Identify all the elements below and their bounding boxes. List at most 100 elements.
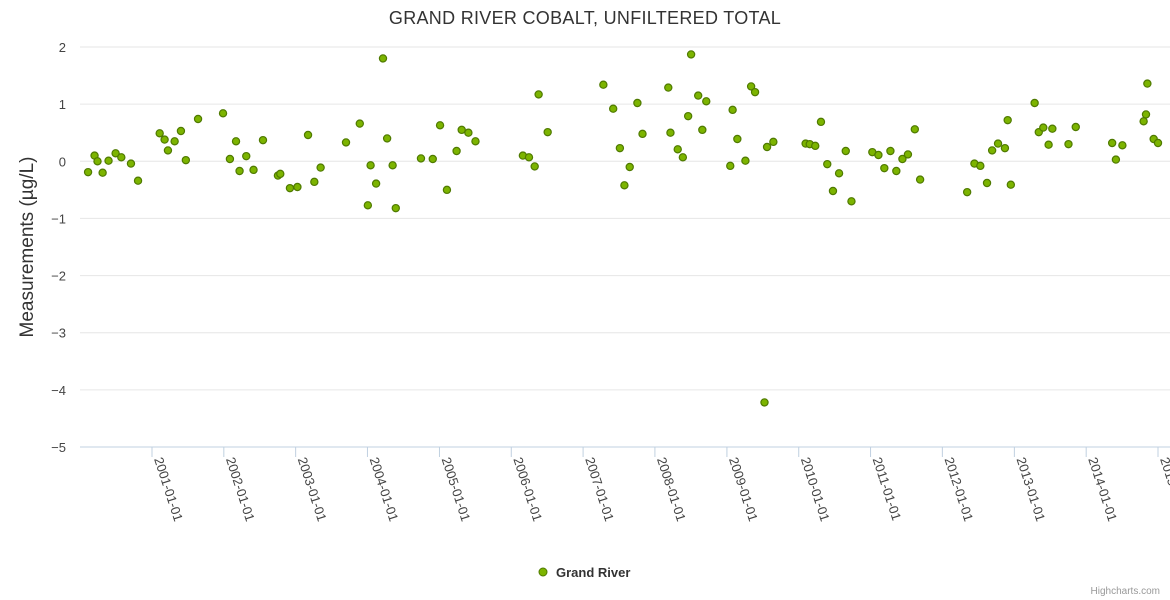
- data-point[interactable]: [1048, 124, 1057, 133]
- data-point[interactable]: [170, 137, 179, 146]
- data-point[interactable]: [363, 201, 373, 210]
- data-point[interactable]: [1064, 139, 1073, 149]
- data-point[interactable]: [524, 153, 534, 162]
- data-point[interactable]: [126, 159, 136, 168]
- data-point[interactable]: [341, 138, 351, 147]
- data-point[interactable]: [435, 121, 445, 130]
- data-point[interactable]: [181, 155, 191, 165]
- data-point[interactable]: [683, 111, 693, 121]
- data-point[interactable]: [83, 167, 93, 177]
- data-point[interactable]: [987, 146, 997, 155]
- data-point[interactable]: [176, 126, 186, 136]
- data-point[interactable]: [1118, 141, 1127, 150]
- data-point[interactable]: [976, 161, 985, 171]
- data-point[interactable]: [760, 398, 769, 407]
- data-point[interactable]: [1044, 140, 1053, 149]
- data-point[interactable]: [231, 137, 241, 146]
- data-point[interactable]: [741, 156, 750, 165]
- data-point[interactable]: [457, 125, 466, 135]
- legend-item-grand-river[interactable]: Grand River: [556, 565, 630, 580]
- data-point[interactable]: [310, 177, 319, 187]
- data-point[interactable]: [534, 90, 543, 99]
- data-point[interactable]: [823, 159, 832, 169]
- data-point[interactable]: [733, 134, 742, 144]
- data-point[interactable]: [664, 83, 673, 92]
- data-point[interactable]: [249, 165, 258, 175]
- data-point[interactable]: [702, 97, 711, 106]
- data-point[interactable]: [769, 137, 778, 147]
- data-point[interactable]: [625, 162, 634, 172]
- data-point[interactable]: [880, 163, 889, 173]
- data-point[interactable]: [841, 146, 850, 156]
- data-point[interactable]: [678, 153, 688, 162]
- data-point[interactable]: [903, 150, 913, 159]
- data-point[interactable]: [746, 82, 756, 91]
- data-point[interactable]: [1107, 138, 1117, 148]
- legend[interactable]: Grand River: [538, 565, 630, 580]
- series-grand-river[interactable]: [83, 50, 1163, 407]
- data-point[interactable]: [442, 185, 452, 195]
- data-point[interactable]: [1030, 98, 1039, 108]
- data-point[interactable]: [982, 178, 992, 188]
- data-point[interactable]: [133, 176, 143, 185]
- data-point[interactable]: [117, 153, 126, 162]
- data-point[interactable]: [608, 104, 618, 113]
- data-point[interactable]: [1039, 123, 1048, 132]
- data-point[interactable]: [726, 161, 735, 171]
- data-point[interactable]: [892, 166, 901, 176]
- data-point[interactable]: [366, 161, 375, 170]
- data-point[interactable]: [1141, 110, 1151, 119]
- data-point[interactable]: [388, 161, 397, 170]
- data-point[interactable]: [1000, 143, 1010, 153]
- data-point[interactable]: [816, 117, 826, 127]
- data-point[interactable]: [416, 154, 426, 163]
- data-point[interactable]: [316, 163, 325, 172]
- data-point[interactable]: [750, 87, 760, 97]
- data-point[interactable]: [633, 98, 642, 108]
- data-point[interactable]: [276, 169, 285, 179]
- data-point[interactable]: [111, 149, 120, 158]
- data-point[interactable]: [258, 135, 268, 145]
- data-point[interactable]: [993, 139, 1003, 148]
- data-point[interactable]: [155, 129, 164, 138]
- data-point[interactable]: [193, 114, 203, 124]
- data-point[interactable]: [962, 187, 972, 197]
- data-point[interactable]: [104, 156, 113, 165]
- data-point[interactable]: [471, 137, 480, 146]
- data-point[interactable]: [615, 143, 625, 153]
- data-point[interactable]: [811, 141, 820, 151]
- data-point[interactable]: [452, 146, 461, 156]
- data-point[interactable]: [378, 54, 388, 63]
- data-point[interactable]: [666, 128, 675, 137]
- data-point[interactable]: [163, 146, 173, 155]
- data-point[interactable]: [293, 182, 302, 192]
- data-point[interactable]: [242, 151, 251, 161]
- data-point[interactable]: [673, 145, 682, 154]
- data-point[interactable]: [1111, 155, 1121, 164]
- data-point[interactable]: [686, 50, 696, 59]
- data-point[interactable]: [638, 129, 647, 139]
- data-point[interactable]: [1139, 117, 1148, 126]
- data-point[interactable]: [543, 127, 552, 137]
- data-point[interactable]: [371, 179, 381, 188]
- data-point[interactable]: [93, 157, 102, 166]
- data-point[interactable]: [382, 134, 392, 143]
- data-point[interactable]: [898, 154, 907, 164]
- data-point[interactable]: [160, 135, 169, 144]
- data-point[interactable]: [218, 109, 228, 118]
- data-point[interactable]: [886, 146, 895, 156]
- credits-link[interactable]: Highcharts.com: [1091, 586, 1160, 597]
- data-point[interactable]: [599, 80, 608, 89]
- data-point[interactable]: [355, 119, 364, 128]
- data-point[interactable]: [1143, 79, 1152, 88]
- data-point[interactable]: [834, 169, 844, 178]
- data-point[interactable]: [762, 142, 772, 152]
- data-point[interactable]: [1071, 122, 1080, 132]
- data-point[interactable]: [464, 128, 473, 137]
- data-point[interactable]: [1006, 180, 1016, 189]
- data-point[interactable]: [225, 154, 235, 164]
- data-point[interactable]: [1153, 138, 1163, 148]
- data-point[interactable]: [698, 125, 707, 135]
- data-point[interactable]: [693, 91, 703, 100]
- data-point[interactable]: [391, 203, 400, 213]
